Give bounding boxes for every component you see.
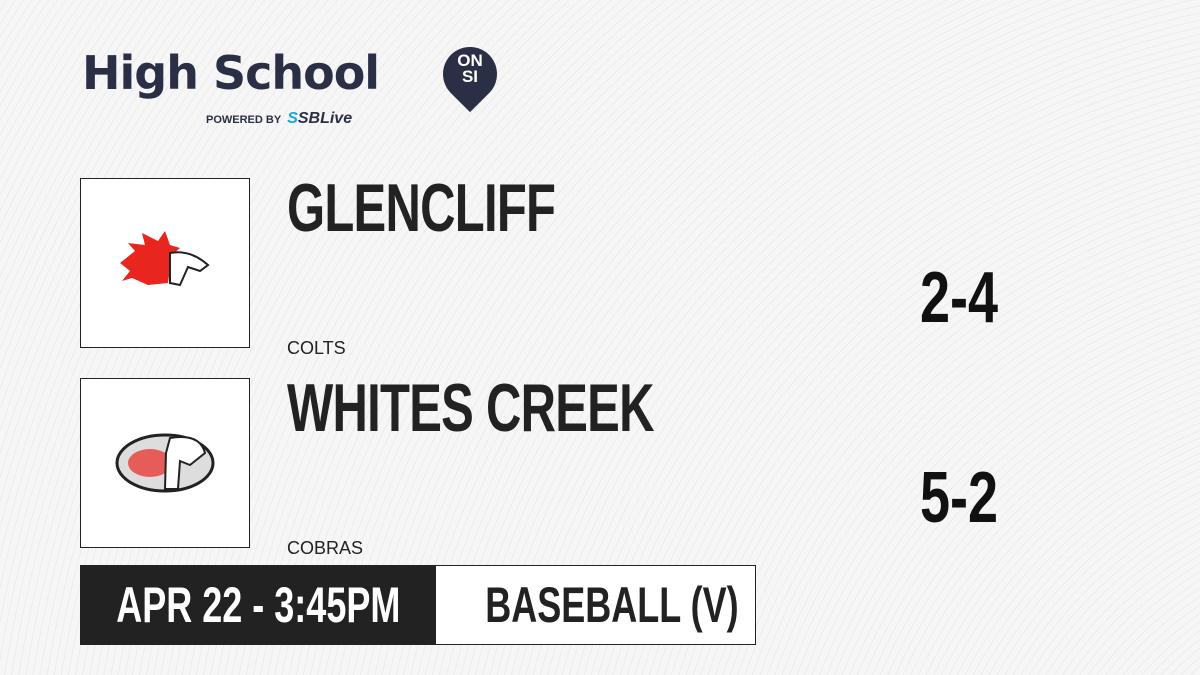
sblive-text: SBLive	[297, 110, 353, 127]
team-logo-glencliff	[80, 178, 250, 348]
brand-logo: High School ON SI POWERED BY SSBLive	[82, 35, 509, 127]
colt-horse-icon	[120, 231, 210, 287]
badge-line2: SI	[461, 67, 479, 86]
team-mascot-home: COLTS	[287, 338, 346, 358]
powered-by: POWERED BY SSBLive	[206, 110, 352, 128]
game-sport-text: BASEBALL (V)	[485, 577, 739, 633]
cobra-snake-icon	[115, 433, 215, 493]
on-si-badge: ON SI	[453, 51, 487, 86]
game-datetime: APR 22 - 3:45PM	[81, 566, 436, 644]
game-datetime-text: APR 22 - 3:45PM	[116, 577, 401, 633]
powered-by-label: POWERED BY	[206, 114, 282, 126]
team-name-away: WHITES CREEK	[287, 370, 654, 446]
team-logo-whites-creek	[80, 378, 250, 548]
game-info-bar: APR 22 - 3:45PM BASEBALL (V)	[80, 565, 756, 645]
badge-line1: ON	[457, 51, 483, 70]
team-record-home: 2-4	[920, 258, 999, 338]
brand-title: High School	[82, 46, 380, 100]
game-sport: BASEBALL (V)	[436, 566, 788, 644]
team-record-away: 5-2	[920, 458, 999, 538]
team-mascot-away: COBRAS	[287, 538, 364, 558]
sblive-mark: S	[287, 110, 298, 127]
team-name-home: GLENCLIFF	[287, 170, 556, 246]
sblive-logo: SSBLive	[287, 110, 352, 127]
